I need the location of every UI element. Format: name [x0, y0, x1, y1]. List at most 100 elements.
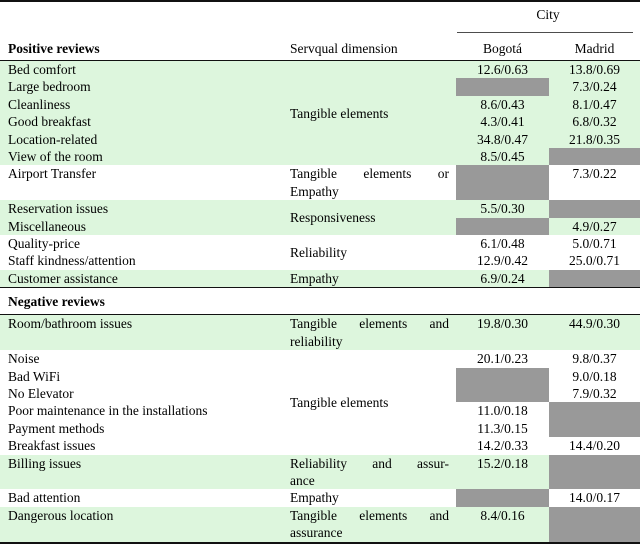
madrid-value-cell: 44.9/0.30: [549, 314, 640, 351]
table-row: View of the room 8.5/0.45: [0, 148, 640, 166]
bogota-value-cell: 14.2/0.33: [476, 438, 528, 454]
bogota-value-cell: [456, 78, 549, 96]
table-row: Poor maintenance in the installations 11…: [0, 402, 640, 420]
negative-reviews-label: Negative reviews: [0, 287, 640, 316]
dimension-cell: Empathy: [287, 269, 456, 288]
dimension-cell: Tangible elements or Empathy: [290, 166, 449, 199]
bogota-value-cell: 6.9/0.24: [456, 269, 549, 288]
dimension-cell: Empathy: [290, 490, 339, 506]
city-group-header: City: [456, 1, 640, 33]
table-row: Quality-price Reliability 6.1/0.48 5.0/0…: [0, 235, 640, 260]
city-group-label: City: [536, 7, 560, 22]
review-label: No Elevator: [8, 385, 74, 401]
madrid-value-cell: 7.3/0.22: [572, 166, 617, 182]
dimension-cell: Tangible elements and assurance: [287, 506, 456, 543]
review-label: View of the room: [0, 148, 287, 166]
column-header-positive-reviews: Positive reviews: [0, 33, 287, 61]
bogota-value-cell: 6.1/0.48: [480, 236, 525, 252]
dimension-cell: Reliability and assur- ance: [287, 454, 456, 490]
dimension-cell: Tangible elements: [290, 394, 389, 410]
bogota-value-cell: 8.5/0.45: [456, 148, 549, 166]
review-label: Miscellaneous: [0, 217, 287, 236]
review-label: Airport Transfer: [8, 166, 97, 182]
negative-reviews-section-header: Negative reviews: [0, 287, 640, 316]
madrid-value-cell: 25.0/0.71: [569, 253, 621, 269]
bogota-value-cell: 11.3/0.15: [477, 420, 528, 436]
review-label: Good breakfast: [0, 113, 287, 131]
madrid-value-cell: [549, 402, 640, 420]
table-row: Room/bathroom issues Tangible elements a…: [0, 314, 640, 351]
madrid-value-cell: 7.9/0.32: [572, 385, 617, 401]
table-row: Airport Transfer Tangible elements or Em…: [0, 165, 640, 201]
review-label: Location-related: [0, 130, 287, 149]
table-row: Bed comfort Tangible elements 12.6/0.63 …: [0, 60, 640, 166]
table-row: Breakfast issues 14.2/0.33 14.4/0.20: [0, 437, 640, 454]
madrid-value-cell: [549, 419, 640, 438]
bogota-value-cell: [456, 489, 549, 507]
bogota-value-cell: 20.1/0.23: [476, 351, 528, 367]
dimension-cell: Responsiveness: [287, 200, 456, 236]
review-label: Noise: [8, 351, 40, 367]
bogota-value-cell: 11.0/0.18: [477, 403, 528, 419]
column-header-row: Positive reviews Servqual dimension Bogo…: [0, 33, 640, 61]
bogota-value-cell: [456, 217, 549, 236]
bogota-value-cell: 12.9/0.42: [476, 253, 528, 269]
madrid-value-cell: 14.0/0.17: [569, 490, 621, 506]
review-label: Cleanliness: [0, 95, 287, 114]
city-group-header-row: City: [0, 1, 640, 33]
madrid-value-cell: 5.0/0.71: [572, 236, 617, 252]
review-label: Room/bathroom issues: [0, 314, 287, 351]
table-row: Large bedroom 7.3/0.24: [0, 78, 640, 96]
madrid-value-cell: [549, 454, 640, 490]
review-label: Customer assistance: [0, 269, 287, 288]
review-label: Poor maintenance in the installations: [8, 403, 208, 419]
madrid-value-cell: 8.1/0.47: [549, 95, 640, 114]
madrid-value-cell: [549, 200, 640, 218]
review-label: Quality-price: [8, 236, 80, 252]
bogota-value-cell: 34.8/0.47: [456, 130, 549, 149]
bogota-value-cell: 5.5/0.30: [456, 200, 549, 218]
table-row: Cleanliness 8.6/0.43 8.1/0.47: [0, 95, 640, 114]
bogota-value-cell: 19.8/0.30: [456, 314, 549, 351]
table-row: Location-related 34.8/0.47 21.8/0.35: [0, 130, 640, 149]
bogota-value-cell: 8.6/0.43: [456, 95, 549, 114]
review-label: Bad attention: [8, 490, 81, 506]
table-row: No Elevator 7.9/0.32: [0, 384, 640, 403]
table-row: Customer assistance Empathy 6.9/0.24: [0, 269, 640, 288]
table-row: Bad attention Empathy 14.0/0.17: [0, 489, 640, 507]
madrid-value-cell: 6.8/0.32: [549, 113, 640, 131]
bogota-value-cell: [456, 367, 549, 385]
madrid-value-cell: 9.0/0.18: [572, 368, 617, 384]
madrid-value-cell: 21.8/0.35: [549, 130, 640, 149]
column-header-bogota: Bogotá: [456, 33, 549, 61]
table-row: Reservation issues Responsiveness 5.5/0.…: [0, 200, 640, 236]
table-row: Billing issues Reliability and assur- an…: [0, 454, 640, 490]
bogota-value-cell: 8.4/0.16: [456, 506, 549, 543]
table-row: Staff kindness/attention 12.9/0.42 25.0/…: [0, 252, 640, 269]
table-row: Payment methods 11.3/0.15: [0, 419, 640, 438]
madrid-value-cell: 14.4/0.20: [569, 438, 621, 454]
bogota-value-cell: 15.2/0.18: [456, 454, 549, 490]
city-cmidrule: [457, 32, 634, 33]
madrid-value-cell: [549, 269, 640, 288]
review-label: Billing issues: [0, 454, 287, 490]
table-row: Good breakfast 4.3/0.41 6.8/0.32: [0, 113, 640, 131]
table-row: Dangerous location Tangible elements and…: [0, 506, 640, 543]
madrid-value-cell: [549, 148, 640, 166]
dimension-cell: Tangible elements and reliability: [287, 314, 456, 351]
dimension-cell: Tangible elements: [287, 60, 456, 166]
review-label: Bad WiFi: [8, 368, 61, 384]
madrid-value-cell: [549, 506, 640, 543]
review-label: Payment methods: [8, 420, 105, 436]
madrid-value-cell: 9.8/0.37: [572, 351, 617, 367]
madrid-value-cell: 7.3/0.24: [549, 78, 640, 96]
dimension-cell: Reliability: [290, 244, 347, 260]
review-label: Bed comfort: [0, 60, 287, 79]
review-label: Large bedroom: [0, 78, 287, 96]
header-spacer: [0, 1, 456, 33]
table-row: Miscellaneous 4.9/0.27: [0, 217, 640, 236]
madrid-value-cell: 13.8/0.69: [549, 60, 640, 79]
column-header-servqual-dimension: Servqual dimension: [287, 33, 456, 61]
madrid-value-cell: 4.9/0.27: [549, 217, 640, 236]
